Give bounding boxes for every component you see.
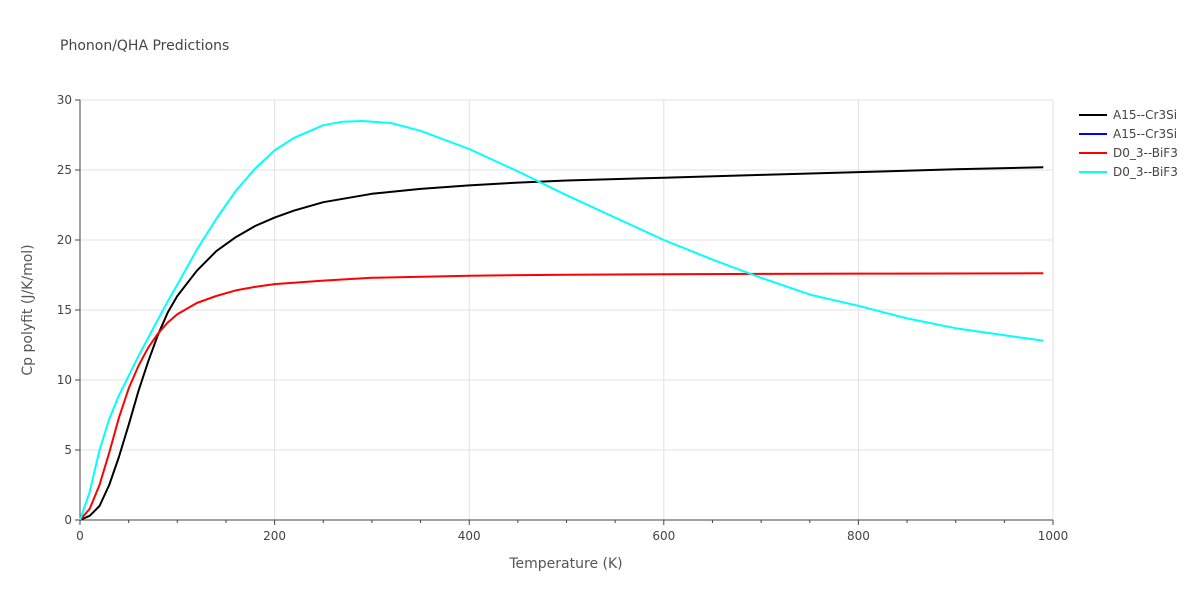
x-tick-label: 0	[76, 529, 84, 543]
x-tick-label: 1000	[1038, 529, 1069, 543]
legend-label-3: D0_3--BiF3	[1113, 165, 1178, 179]
x-tick-label: 600	[652, 529, 675, 543]
y-tick-label: 0	[64, 513, 72, 527]
chart-title: Phonon/QHA Predictions	[60, 38, 229, 54]
x-tick-label: 400	[458, 529, 481, 543]
y-tick-label: 25	[57, 163, 72, 177]
x-tick-label: 200	[263, 529, 286, 543]
series-line-2	[79, 272, 1044, 521]
legend-label-2: D0_3--BiF3	[1113, 146, 1178, 160]
y-tick-label: 20	[57, 233, 72, 247]
y-axis-ticks: 0 5 10 15 20 25 30	[57, 93, 80, 527]
legend-label-0: A15--Cr3Si	[1113, 108, 1177, 122]
x-tick-label: 800	[847, 529, 870, 543]
series-line-3	[79, 120, 1044, 521]
legend: A15--Cr3Si A15--Cr3Si D0_3--BiF3 D0_3--BiF3	[1079, 108, 1178, 179]
x-axis-ticks: 0 200 400 600 800 1000	[76, 520, 1068, 543]
y-tick-label: 10	[57, 373, 72, 387]
y-tick-label: 5	[64, 443, 72, 457]
legend-label-1: A15--Cr3Si	[1113, 127, 1177, 141]
grid	[80, 99, 1054, 520]
y-tick-label: 15	[57, 303, 72, 317]
x-axis-title: Temperature (K)	[508, 556, 622, 572]
series-line-0	[79, 166, 1044, 521]
y-axis-title: Cp polyfit (J/K/mol)	[20, 244, 36, 375]
y-tick-label: 30	[57, 93, 72, 107]
series-lines	[79, 120, 1044, 521]
